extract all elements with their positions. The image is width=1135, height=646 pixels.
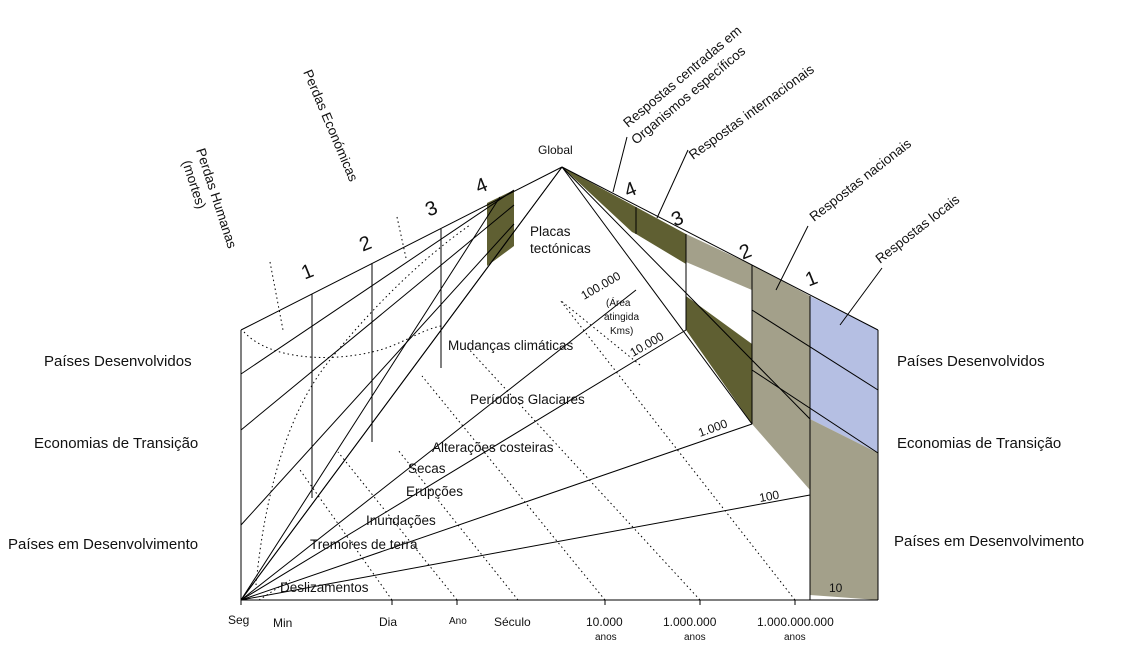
response-leaders xyxy=(612,136,883,326)
right-level-1: 1 xyxy=(802,267,821,292)
phenomenon-placas: Placas xyxy=(530,224,571,239)
band-right-1-dev xyxy=(810,296,878,453)
right-row-developed: Países Desenvolvidos xyxy=(897,353,1045,370)
phenomenon-earthquakes: Tremores de terra xyxy=(310,537,418,552)
left-row-developing: Países em Desenvolvimento xyxy=(8,536,198,553)
time-dia: Dia xyxy=(379,615,397,629)
economic-loss-label: Perdas Económicas xyxy=(300,67,361,184)
response-local: Respostas locais xyxy=(873,192,963,267)
time-axis: Seg Min Dia Ano Século 10.000 anos 1.000… xyxy=(228,613,834,643)
right-row-developing: Países em Desenvolvimento xyxy=(894,533,1084,550)
area-1000: 1.000 xyxy=(696,416,729,440)
time-isolines xyxy=(258,299,796,601)
left-level-1: 1 xyxy=(298,260,317,285)
response-org-1: Respostas centradas em xyxy=(620,23,744,130)
time-10000: 10.000 xyxy=(586,615,623,629)
time-min: Min xyxy=(273,616,292,630)
area-10000: 10.000 xyxy=(628,329,667,360)
time-1000000: 1.000.000 xyxy=(663,615,717,629)
response-bands xyxy=(487,167,878,600)
time-seg: Seg xyxy=(228,613,249,627)
time-seculo: Século xyxy=(494,615,531,629)
loss-curves xyxy=(243,216,471,586)
band-right-1-low xyxy=(810,419,878,600)
area-100: 100 xyxy=(758,488,780,505)
axis-ticks xyxy=(240,600,796,605)
left-level-4: 4 xyxy=(472,174,491,199)
apex-label: Global xyxy=(538,143,573,157)
area-label-2: atingida xyxy=(604,312,639,323)
phenomenon-eruptions: Erupções xyxy=(406,484,463,499)
phenomenon-climate: Mudanças climáticas xyxy=(448,338,574,353)
time-1000000000-sub: anos xyxy=(784,632,806,643)
left-row-developed: Países Desenvolvidos xyxy=(44,353,192,370)
phenomenon-tectonicas: tectónicas xyxy=(530,241,591,256)
band-right-2 xyxy=(752,265,810,490)
phenomenon-glacial: Períodos Glaciares xyxy=(470,392,585,407)
band-right-3-top xyxy=(686,234,752,290)
left-panel xyxy=(240,166,879,601)
left-level-2: 2 xyxy=(356,232,375,257)
time-10000-sub: anos xyxy=(595,632,617,643)
phenomenon-droughts: Secas xyxy=(408,461,446,476)
phenomena-labels: Placas tectónicas Mudanças climáticas Pe… xyxy=(280,224,591,595)
phenomenon-coastal: Alterações costeiras xyxy=(432,440,554,455)
time-ano: Ano xyxy=(449,616,467,627)
band-right-4-top xyxy=(562,167,636,234)
phenomenon-floods: Inundações xyxy=(366,513,436,528)
band-right-4 xyxy=(636,207,686,264)
area-label-1: (Área xyxy=(606,296,631,309)
left-row-transition: Economias de Transição xyxy=(34,435,198,452)
time-1000000000: 1.000.000.000 xyxy=(757,615,834,629)
response-national: Respostas nacionais xyxy=(807,136,915,225)
left-level-3: 3 xyxy=(422,197,441,222)
band-right-3-low xyxy=(686,296,752,424)
area-label-3: Kms) xyxy=(610,326,633,337)
phenomenon-landslides: Deslizamentos xyxy=(280,580,369,595)
right-row-transition: Economias de Transição xyxy=(897,435,1061,452)
time-1000000-sub: anos xyxy=(684,632,706,643)
area-10: 10 xyxy=(829,581,843,595)
